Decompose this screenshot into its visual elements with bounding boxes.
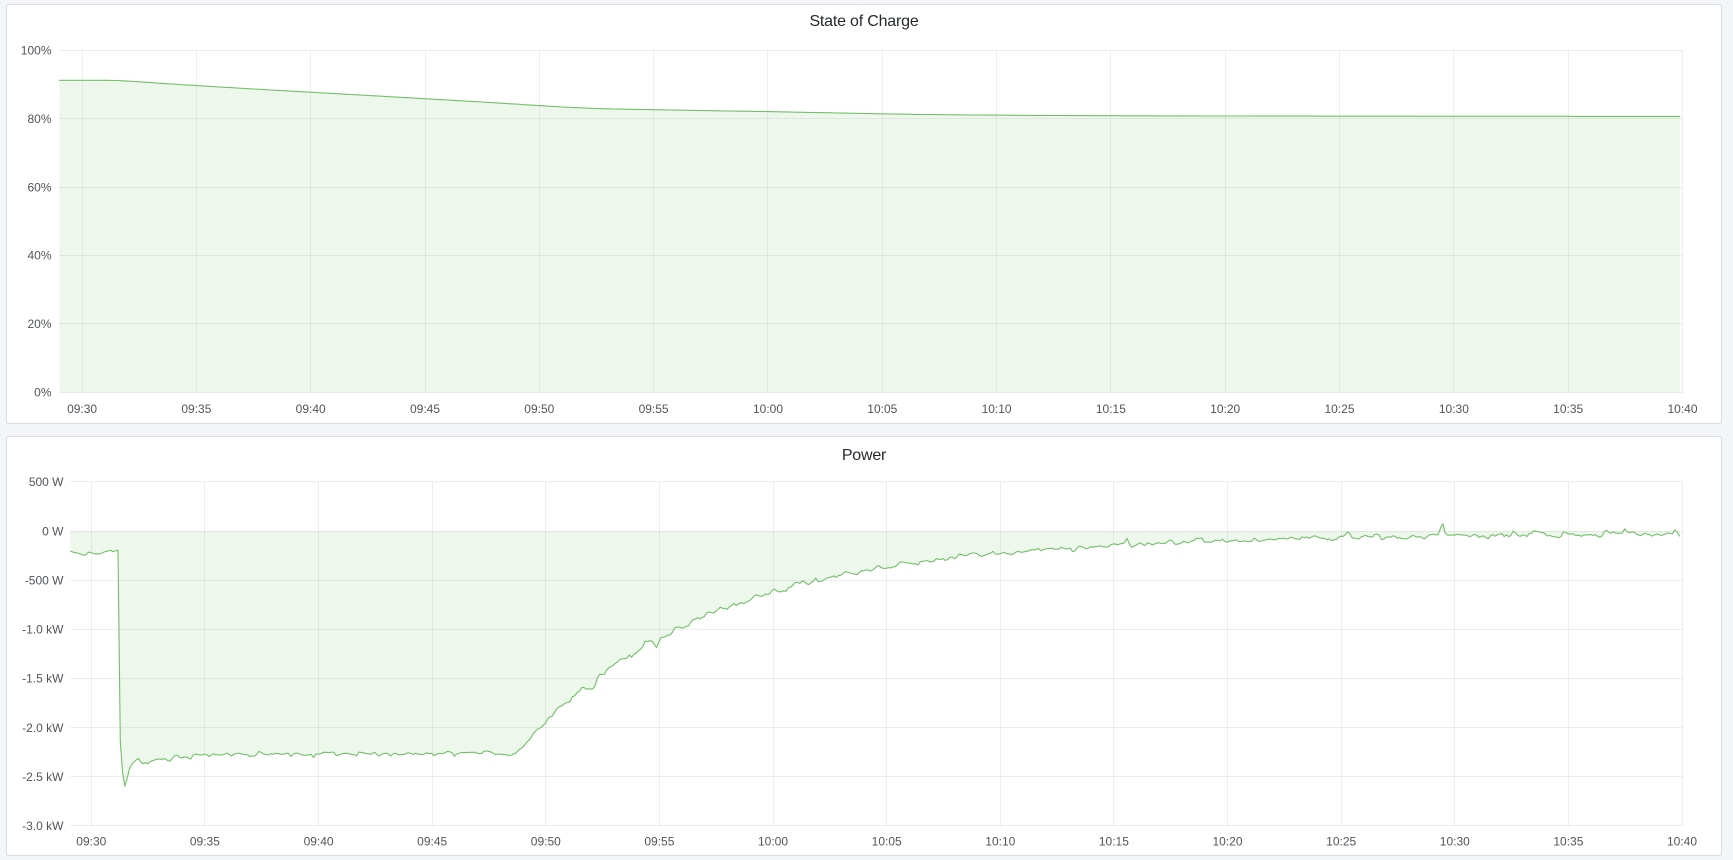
svg-text:09:40: 09:40 <box>296 402 326 416</box>
svg-text:10:20: 10:20 <box>1210 402 1240 416</box>
svg-text:10:30: 10:30 <box>1440 834 1470 848</box>
svg-text:0 W: 0 W <box>42 524 64 538</box>
svg-text:10:40: 10:40 <box>1667 834 1697 848</box>
svg-text:09:50: 09:50 <box>531 834 561 848</box>
svg-text:09:45: 09:45 <box>410 402 440 416</box>
svg-text:09:50: 09:50 <box>524 402 554 416</box>
svg-text:10:05: 10:05 <box>872 834 902 848</box>
svg-text:09:30: 09:30 <box>76 834 106 848</box>
svg-text:10:20: 10:20 <box>1212 834 1242 848</box>
svg-text:10:25: 10:25 <box>1326 834 1356 848</box>
svg-text:20%: 20% <box>27 317 51 331</box>
svg-text:10:30: 10:30 <box>1439 402 1469 416</box>
svg-text:0%: 0% <box>34 386 52 400</box>
svg-text:10:25: 10:25 <box>1324 402 1354 416</box>
svg-text:10:35: 10:35 <box>1553 834 1583 848</box>
svg-text:10:35: 10:35 <box>1553 402 1583 416</box>
svg-text:10:10: 10:10 <box>982 402 1012 416</box>
svg-text:10:40: 10:40 <box>1667 402 1697 416</box>
svg-text:10:15: 10:15 <box>1096 402 1126 416</box>
svg-text:09:40: 09:40 <box>304 834 334 848</box>
svg-text:500 W: 500 W <box>29 475 64 489</box>
svg-text:-1.0 kW: -1.0 kW <box>22 623 64 637</box>
svg-text:-3.0 kW: -3.0 kW <box>22 819 64 833</box>
svg-text:-1.5 kW: -1.5 kW <box>22 672 64 686</box>
svg-text:09:35: 09:35 <box>181 402 211 416</box>
svg-text:09:30: 09:30 <box>67 402 97 416</box>
svg-text:-2.0 kW: -2.0 kW <box>22 721 64 735</box>
svg-text:10:05: 10:05 <box>867 402 897 416</box>
svg-text:09:35: 09:35 <box>190 834 220 848</box>
svg-text:10:15: 10:15 <box>1099 834 1129 848</box>
svg-text:09:55: 09:55 <box>639 402 669 416</box>
svg-text:60%: 60% <box>27 180 51 194</box>
svg-text:10:00: 10:00 <box>758 834 788 848</box>
svg-text:09:45: 09:45 <box>417 834 447 848</box>
svg-text:-500 W: -500 W <box>25 573 64 587</box>
svg-text:10:00: 10:00 <box>753 402 783 416</box>
svg-text:-2.5 kW: -2.5 kW <box>22 770 64 784</box>
svg-text:100%: 100% <box>21 43 52 57</box>
svg-text:80%: 80% <box>27 112 51 126</box>
svg-text:10:10: 10:10 <box>985 834 1015 848</box>
svg-text:09:55: 09:55 <box>644 834 674 848</box>
svg-text:40%: 40% <box>27 249 51 263</box>
